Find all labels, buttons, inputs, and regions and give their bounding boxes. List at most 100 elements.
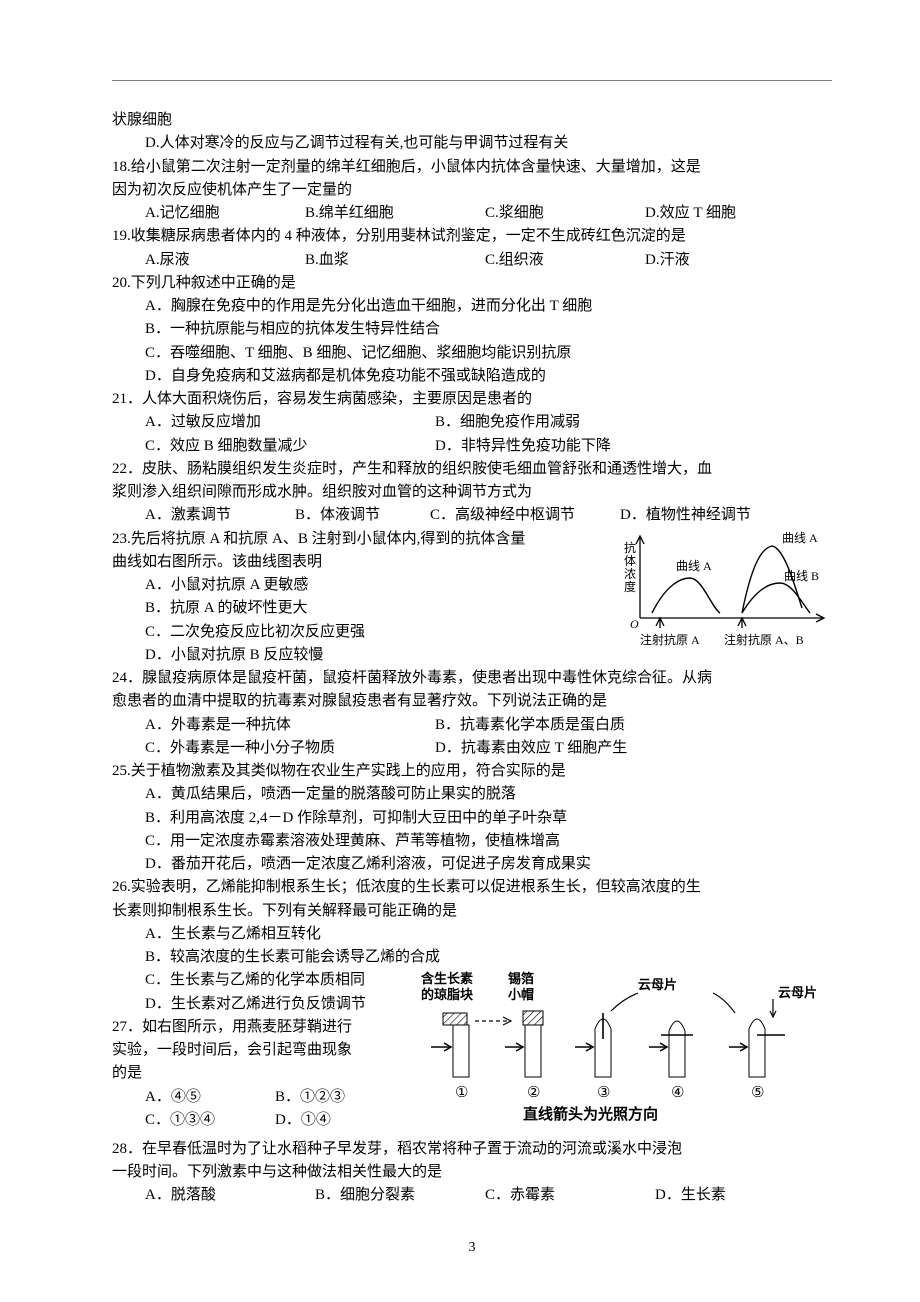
q24-row1: A．外毒素是一种抗体 B．抗毒素化学本质是蛋白质 bbox=[112, 714, 832, 737]
q24-C: C．外毒素是一种小分子物质 bbox=[145, 737, 435, 760]
q27-item-5 bbox=[729, 1019, 785, 1077]
q20-D: D．自身免疫病和艾滋病都是机体免疫功能不强或缺陷造成的 bbox=[112, 365, 832, 388]
q22-options: A．激素调节 B．体液调节 C．高级神经中枢调节 D．植物性神经调节 bbox=[112, 504, 832, 527]
q21-stem: 21．人体大面积烧伤后，容易发生病菌感染，主要原因是患者的 bbox=[112, 388, 832, 411]
q24-stem2: 愈患者的血清中提取的抗毒素对腺鼠疫患者有显著疗效。下列说法正确的是 bbox=[112, 690, 832, 713]
q21-row1: A．过敏反应增加 B．细胞免疫作用减弱 bbox=[112, 411, 832, 434]
q18-B: B.绵羊红细胞 bbox=[305, 202, 485, 225]
q27-text: C．生长素与乙烯的化学本质相同 D．生长素对乙烯进行负反馈调节 27．如右图所示… bbox=[112, 969, 405, 1132]
q23-xlabel2: 注射抗原 A、B bbox=[724, 632, 804, 647]
q24-D: D．抗毒素由效应 T 细胞产生 bbox=[435, 737, 735, 760]
q27-label-agar-l1: 含生长素 bbox=[420, 971, 473, 986]
q27-label-foil-l2: 小帽 bbox=[508, 987, 534, 1002]
q27-item-3 bbox=[575, 1013, 611, 1077]
q27-row2: C．①③④ D．①④ bbox=[112, 1109, 405, 1132]
q20-stem: 20.下列几种叙述中正确的是 bbox=[112, 272, 832, 295]
q26-stem2: 长素则抑制根系生长。下列有关解释最可能正确的是 bbox=[112, 900, 832, 923]
q21-D: D．非特异性免疫功能下降 bbox=[435, 435, 735, 458]
prev-q-optD: D.人体对寒冷的反应与乙调节过程有关,也可能与甲调节过程有关 bbox=[112, 132, 832, 155]
q20-C: C．吞噬细胞、T 细胞、B 细胞、记忆细胞、浆细胞均能识别抗原 bbox=[112, 342, 832, 365]
q27-num-5: ⑤ bbox=[751, 1085, 764, 1101]
q27-caption: 直线箭头为光照方向 bbox=[523, 1105, 658, 1123]
q25-D: D．番茄开花后，喷洒一定浓度乙烯利溶液，可促进子房发育成果实 bbox=[112, 853, 832, 876]
q27-label-mica-c: 云母片 bbox=[638, 977, 677, 992]
q23-label-A1: 曲线 A bbox=[676, 559, 712, 573]
q21-C: C．效应 B 细胞数量减少 bbox=[145, 435, 435, 458]
q27-label-mica-r: 云母片 bbox=[778, 985, 817, 1000]
q22-stem1: 22．皮肤、肠粘膜组织发生炎症时，产生和释放的组织胺使毛细血管舒张和通透性增大，… bbox=[112, 458, 832, 481]
q27-label-agar-l2: 的琼脂块 bbox=[421, 987, 474, 1002]
q28-D: D．生长素 bbox=[655, 1184, 795, 1207]
q23-figure: 抗体浓度 曲线 A 曲线 A 曲线 B O 注射抗原 A 注射抗原 A、B bbox=[612, 528, 832, 664]
q23-block: 23.先后将抗原 A 和抗原 A、B 注射到小鼠体内,得到的抗体含量 曲线如右图… bbox=[112, 528, 832, 668]
q27-num-2: ② bbox=[527, 1085, 540, 1101]
q19-C: C.组织液 bbox=[485, 249, 645, 272]
q23-text: 23.先后将抗原 A 和抗原 A、B 注射到小鼠体内,得到的抗体含量 曲线如右图… bbox=[112, 528, 606, 668]
q20-A: A．胸腺在免疫中的作用是先分化出造血干细胞，进而分化出 T 细胞 bbox=[112, 295, 832, 318]
q27-block: C．生长素与乙烯的化学本质相同 D．生长素对乙烯进行负反馈调节 27．如右图所示… bbox=[112, 969, 832, 1137]
q26-B: B．较高浓度的生长素可能会诱导乙烯的合成 bbox=[112, 946, 832, 969]
q23-stem2: 曲线如右图所示。该曲线图表明 bbox=[112, 551, 606, 574]
q22-A: A．激素调节 bbox=[145, 504, 295, 527]
q26-D: D．生长素对乙烯进行负反馈调节 bbox=[112, 993, 405, 1016]
q18-C: C.浆细胞 bbox=[485, 202, 645, 225]
q22-D: D．植物性神经调节 bbox=[620, 504, 790, 527]
q19-options: A.尿液 B.血浆 C.组织液 D.汗液 bbox=[112, 249, 832, 272]
page: 状腺细胞 D.人体对寒冷的反应与乙调节过程有关,也可能与甲调节过程有关 18.给… bbox=[0, 0, 920, 1299]
q28-B: B．细胞分裂素 bbox=[315, 1184, 485, 1207]
q27-row1: A．④⑤ B．①②③ bbox=[112, 1086, 405, 1109]
q23-A: A．小鼠对抗原 A 更敏感 bbox=[112, 574, 606, 597]
q19-B: B.血浆 bbox=[305, 249, 485, 272]
q24-stem1: 24．腺鼠疫病原体是鼠疫杆菌，鼠疫杆菌释放外毒素，使患者出现中毒性休克综合征。从… bbox=[112, 667, 832, 690]
q27-figure: 含生长素 的琼脂块 锡箔 小帽 云母片 云母片 bbox=[413, 969, 833, 1137]
q24-row2: C．外毒素是一种小分子物质 D．抗毒素由效应 T 细胞产生 bbox=[112, 737, 832, 760]
q22-C: C．高级神经中枢调节 bbox=[430, 504, 620, 527]
q23-C: C．二次免疫反应比初次反应更强 bbox=[112, 621, 606, 644]
q27-A: A．④⑤ bbox=[145, 1086, 275, 1109]
q20-B: B．一种抗原能与相应的抗体发生特异性结合 bbox=[112, 318, 832, 341]
q26-C: C．生长素与乙烯的化学本质相同 bbox=[112, 969, 405, 992]
q21-row2: C．效应 B 细胞数量减少 D．非特异性免疫功能下降 bbox=[112, 435, 832, 458]
q23-B: B．抗原 A 的破坏性更大 bbox=[112, 597, 606, 620]
q26-A: A．生长素与乙烯相互转化 bbox=[112, 923, 832, 946]
q25-A: A．黄瓜结果后，喷洒一定量的脱落酸可防止果实的脱落 bbox=[112, 783, 832, 806]
q28-C: C．赤霉素 bbox=[485, 1184, 655, 1207]
q18-A: A.记忆细胞 bbox=[145, 202, 305, 225]
q21-A: A．过敏反应增加 bbox=[145, 411, 435, 434]
q28-A: A．脱落酸 bbox=[145, 1184, 315, 1207]
q23-stem1: 23.先后将抗原 A 和抗原 A、B 注射到小鼠体内,得到的抗体含量 bbox=[112, 528, 606, 551]
q23-ylabel: 抗体浓度 bbox=[624, 540, 636, 594]
q27-item-4 bbox=[649, 1021, 693, 1077]
q19-A: A.尿液 bbox=[145, 249, 305, 272]
q27-stem1: 27．如右图所示，用燕麦胚芽鞘进行 bbox=[112, 1016, 405, 1039]
q18-options: A.记忆细胞 B.绵羊红细胞 C.浆细胞 D.效应 T 细胞 bbox=[112, 202, 832, 225]
q19-stem: 19.收集糖尿病患者体内的 4 种液体，分别用斐林试剂鉴定，一定不生成砖红色沉淀… bbox=[112, 225, 832, 248]
q27-stem2: 实验，一段时间后，会引起弯曲现象 bbox=[112, 1039, 405, 1062]
q23-label-B: 曲线 B bbox=[784, 569, 819, 583]
q28-stem1: 28．在早春低温时为了让水稻种子早发芽，稻农常将种子置于流动的河流或溪水中浸泡 bbox=[112, 1138, 832, 1161]
q18-D: D.效应 T 细胞 bbox=[645, 202, 785, 225]
q21-B: B．细胞免疫作用减弱 bbox=[435, 411, 735, 434]
q23-D: D．小鼠对抗原 B 反应较慢 bbox=[112, 644, 606, 667]
q27-stem3: 的是 bbox=[112, 1062, 405, 1085]
q23-chart: 抗体浓度 曲线 A 曲线 A 曲线 B O 注射抗原 A 注射抗原 A、B bbox=[612, 528, 832, 656]
q19-D: D.汗液 bbox=[645, 249, 785, 272]
q27-D: D．①④ bbox=[275, 1109, 405, 1132]
q23-xlabel1: 注射抗原 A bbox=[640, 632, 700, 647]
q25-stem: 25.关于植物激素及其类似物在农业生产实践上的应用，符合实际的是 bbox=[112, 760, 832, 783]
q27-num-4: ④ bbox=[671, 1085, 684, 1101]
top-divider bbox=[112, 80, 832, 81]
q28-stem2: 一段时间。下列激素中与这种做法相关性最大的是 bbox=[112, 1161, 832, 1184]
page-number: 3 bbox=[112, 1237, 832, 1259]
q26-stem1: 26.实验表明，乙烯能抑制根系生长；低浓度的生长素可以促进根系生长，但较高浓度的… bbox=[112, 876, 832, 899]
q23-origin: O bbox=[630, 617, 639, 631]
q18-stem2: 因为初次反应使机体产生了一定量的 bbox=[112, 179, 832, 202]
q23-label-A2: 曲线 A bbox=[782, 531, 818, 545]
q27-B: B．①②③ bbox=[275, 1086, 405, 1109]
q18-stem1: 18.给小鼠第二次注射一定剂量的绵羊红细胞后，小鼠体内抗体含量快速、大量增加，这… bbox=[112, 156, 832, 179]
q24-A: A．外毒素是一种抗体 bbox=[145, 714, 435, 737]
q25-C: C．用一定浓度赤霉素溶液处理黄麻、芦苇等植物，使植株增高 bbox=[112, 830, 832, 853]
q27-C: C．①③④ bbox=[145, 1109, 275, 1132]
q27-diagram: 含生长素 的琼脂块 锡箔 小帽 云母片 云母片 bbox=[413, 969, 833, 1129]
prev-q-cont1: 状腺细胞 bbox=[112, 109, 832, 132]
